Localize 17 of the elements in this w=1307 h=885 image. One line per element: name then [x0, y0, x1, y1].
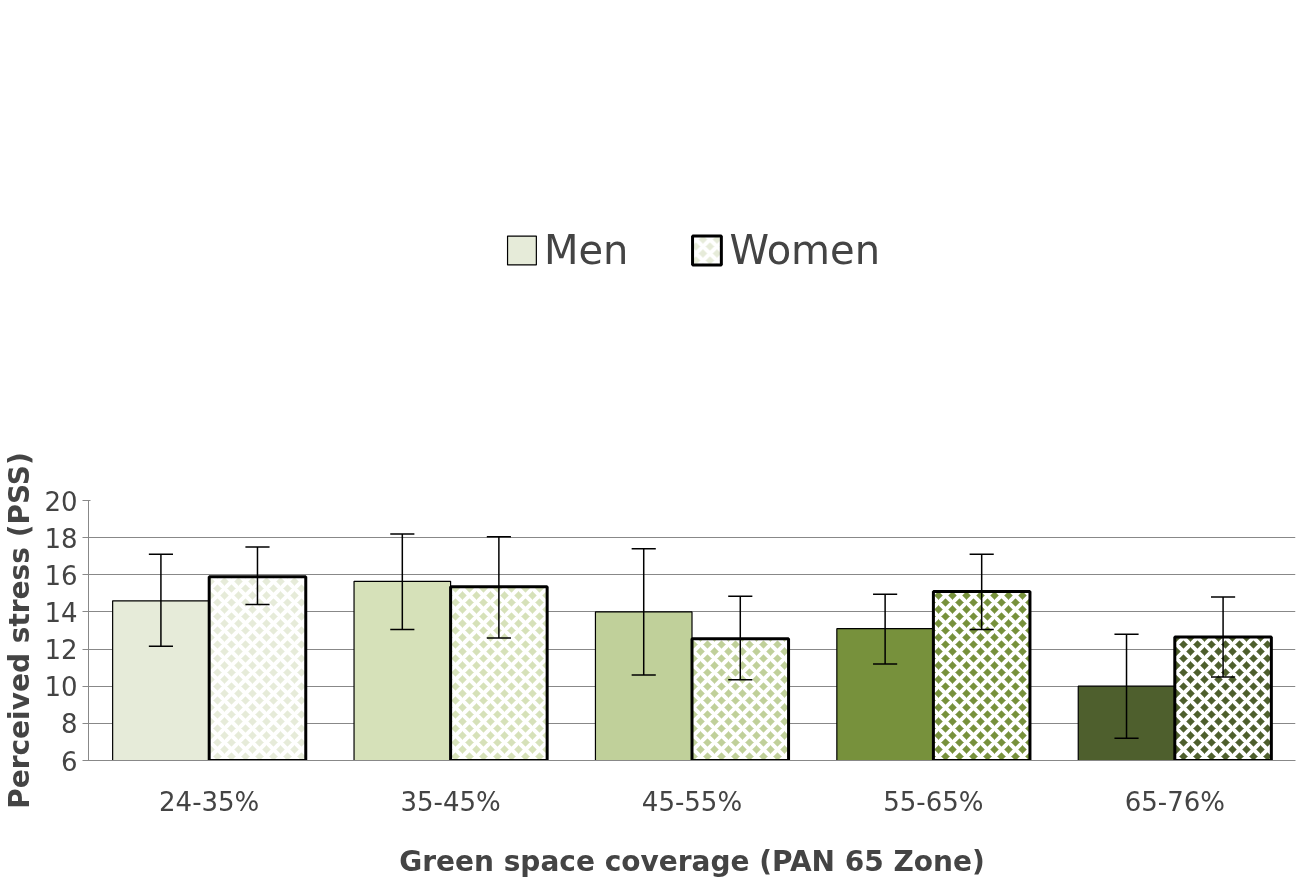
y-tick-label: 18: [44, 523, 78, 554]
y-tick-label: 6: [60, 746, 78, 777]
legend-label: Men: [543, 227, 629, 273]
legend-label: Women: [729, 227, 881, 273]
y-tick-label: 10: [44, 672, 78, 703]
y-tick-label: 12: [44, 635, 78, 666]
y-tick-label: 20: [44, 486, 78, 517]
y-tick-label: 16: [44, 560, 78, 591]
x-tick-label: 35-45%: [400, 786, 501, 817]
y-tick-label: 8: [60, 709, 78, 740]
x-tick-label: 65-76%: [1124, 786, 1225, 817]
y-tick-label: 14: [44, 597, 78, 628]
x-tick-label: 24-35%: [159, 786, 260, 817]
x-tick-label: 45-55%: [641, 786, 743, 817]
x-tick-label: 55-65%: [883, 786, 984, 817]
y-axis-title: Perceived stress (PSS): [3, 452, 37, 809]
x-axis-title: Green space coverage (PAN 65 Zone): [399, 844, 985, 878]
